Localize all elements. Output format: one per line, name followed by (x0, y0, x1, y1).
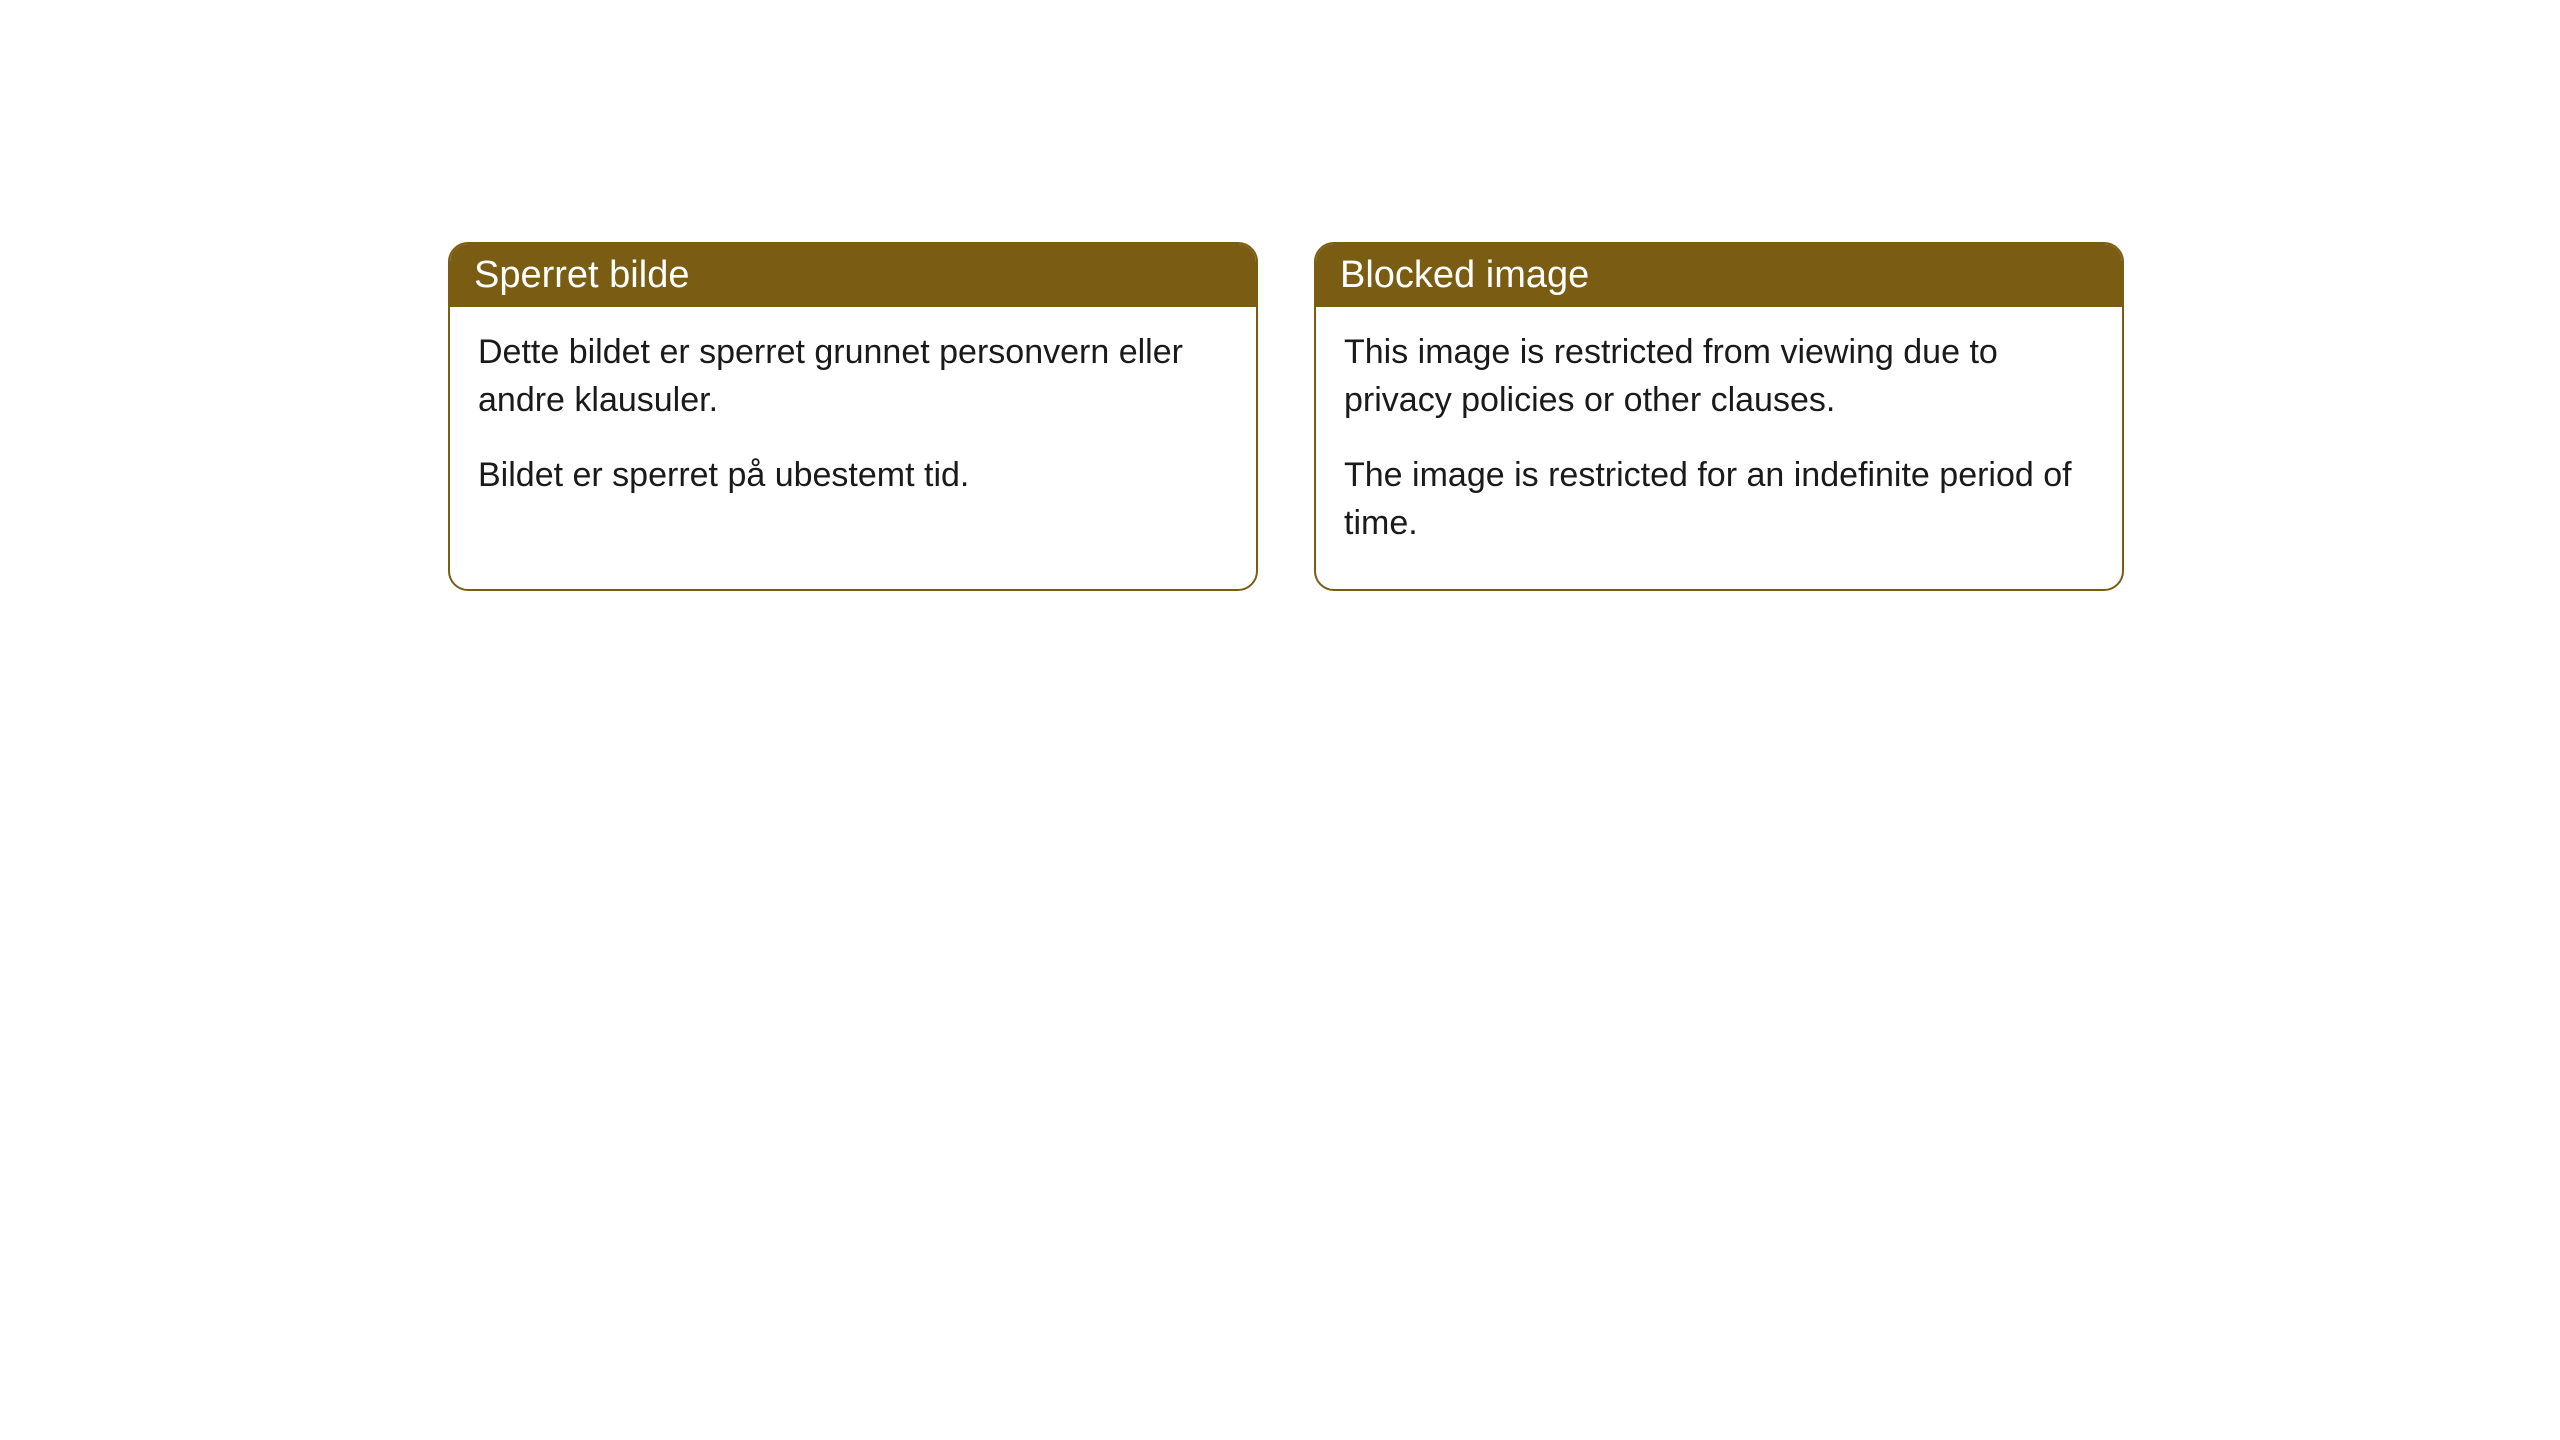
card-body-english: This image is restricted from viewing du… (1316, 307, 2122, 589)
cards-container: Sperret bilde Dette bildet er sperret gr… (448, 242, 2124, 591)
card-paragraph: The image is restricted for an indefinit… (1344, 452, 2094, 547)
card-title: Blocked image (1340, 254, 1589, 296)
card-norwegian: Sperret bilde Dette bildet er sperret gr… (448, 242, 1258, 591)
card-body-norwegian: Dette bildet er sperret grunnet personve… (450, 307, 1256, 542)
card-english: Blocked image This image is restricted f… (1314, 242, 2124, 591)
card-paragraph: Bildet er sperret på ubestemt tid. (478, 452, 1228, 500)
card-header-norwegian: Sperret bilde (450, 244, 1256, 307)
card-paragraph: This image is restricted from viewing du… (1344, 329, 2094, 424)
card-paragraph: Dette bildet er sperret grunnet personve… (478, 329, 1228, 424)
card-header-english: Blocked image (1316, 244, 2122, 307)
card-title: Sperret bilde (474, 254, 689, 296)
